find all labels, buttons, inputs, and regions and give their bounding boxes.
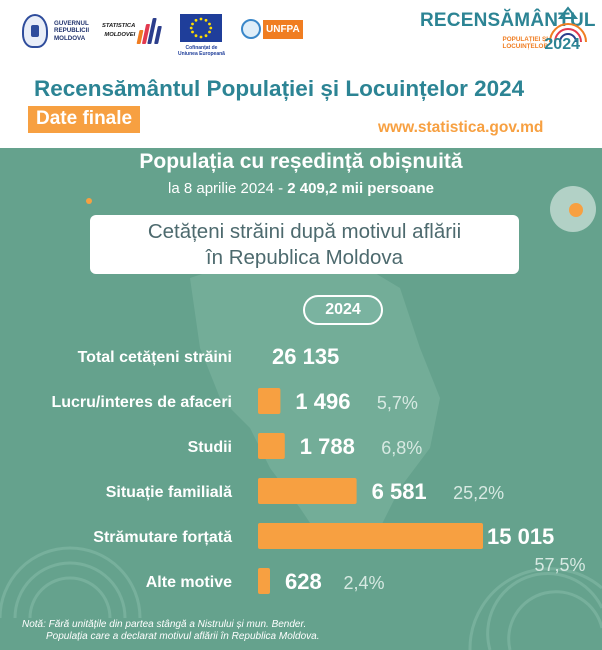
coat-of-arms-icon [22,14,48,48]
eu-flag-icon [180,14,223,42]
census-arc-icon [549,6,587,43]
decorative-dot [86,198,92,204]
bar [258,478,357,504]
percent-label: 25,2% [453,483,504,503]
percent-label: 2,4% [344,573,385,593]
eu-logo: Cofinanțat de Uniunea Europeană [178,14,225,57]
category-label: Strămutare forțată [93,529,232,546]
bar [258,523,483,549]
year-pill: 2024 [303,295,383,325]
category-label: Situație familială [106,484,232,501]
value-label: 628 [285,569,322,594]
chart-title-box [90,215,519,274]
website-link[interactable]: www.statistica.gov.md [378,119,544,136]
note-line-2: Populația care a declarat motivul aflări… [46,631,320,642]
category-label: Alte motive [146,574,232,591]
un-globe-icon [241,19,261,39]
eu-caption: Cofinanțat de Uniunea Europeană [178,45,225,57]
moldova-map-decoration [0,258,602,650]
statistica-logo-text: STATISTICA MOLDOVEI [102,23,136,38]
date-finale-badge: Date finale [28,106,141,133]
percent-label: 6,8% [381,438,422,458]
category-label: Lucru/interes de afaceri [51,394,232,411]
header: GUVERNUL REPUBLICII MOLDOVA STATISTICA M… [0,0,602,148]
category-label: Studii [188,439,232,456]
bar [258,388,281,414]
government-logo: GUVERNUL REPUBLICII MOLDOVA [22,14,89,48]
value-label: 6 581 [372,479,427,504]
note-line-1: Notă: Fără unitățile din partea stângă a… [22,619,307,630]
bar [258,433,285,459]
government-logo-text: GUVERNUL REPUBLICII MOLDOVA [54,19,90,42]
statistica-logo: STATISTICA MOLDOVEI [102,18,163,44]
population-date: la 8 aprilie 2024 - [168,180,288,197]
value-label: 1 788 [300,434,355,459]
value-label: 15 015 [487,524,554,549]
total-value: 26 135 [272,344,339,369]
total-label: Total cetățeni străini [78,349,232,366]
main-title: Recensământul Populației și Locuințelor … [34,76,525,101]
census-brand-logo: RECENSĂMÂNTUL POPULAȚIEI ȘI LOCUINȚELOR … [420,6,596,60]
unfpa-label: UNFPA [263,19,303,39]
population-subtitle: la 8 aprilie 2024 - 2 409,2 mii persoane [0,180,602,197]
population-title: Populația cu reședință obișnuită [139,150,463,173]
population-value: 2 409,2 mii persoane [287,180,434,197]
percent-label: 5,7% [377,393,418,413]
brand-year: 2024 [544,36,580,53]
chart-title: Cetățeni străini după motivul aflării în… [147,220,462,269]
brand-subtitle: POPULAȚIEI ȘI LOCUINȚELOR [502,36,548,50]
bar [258,568,270,594]
unfpa-logo: UNFPA [241,19,303,39]
decorative-circle-dot [569,203,583,217]
percent-label: 57,5% [534,555,585,575]
value-label: 1 496 [295,389,350,414]
brand-title: RECENSĂMÂNTUL [420,10,596,31]
